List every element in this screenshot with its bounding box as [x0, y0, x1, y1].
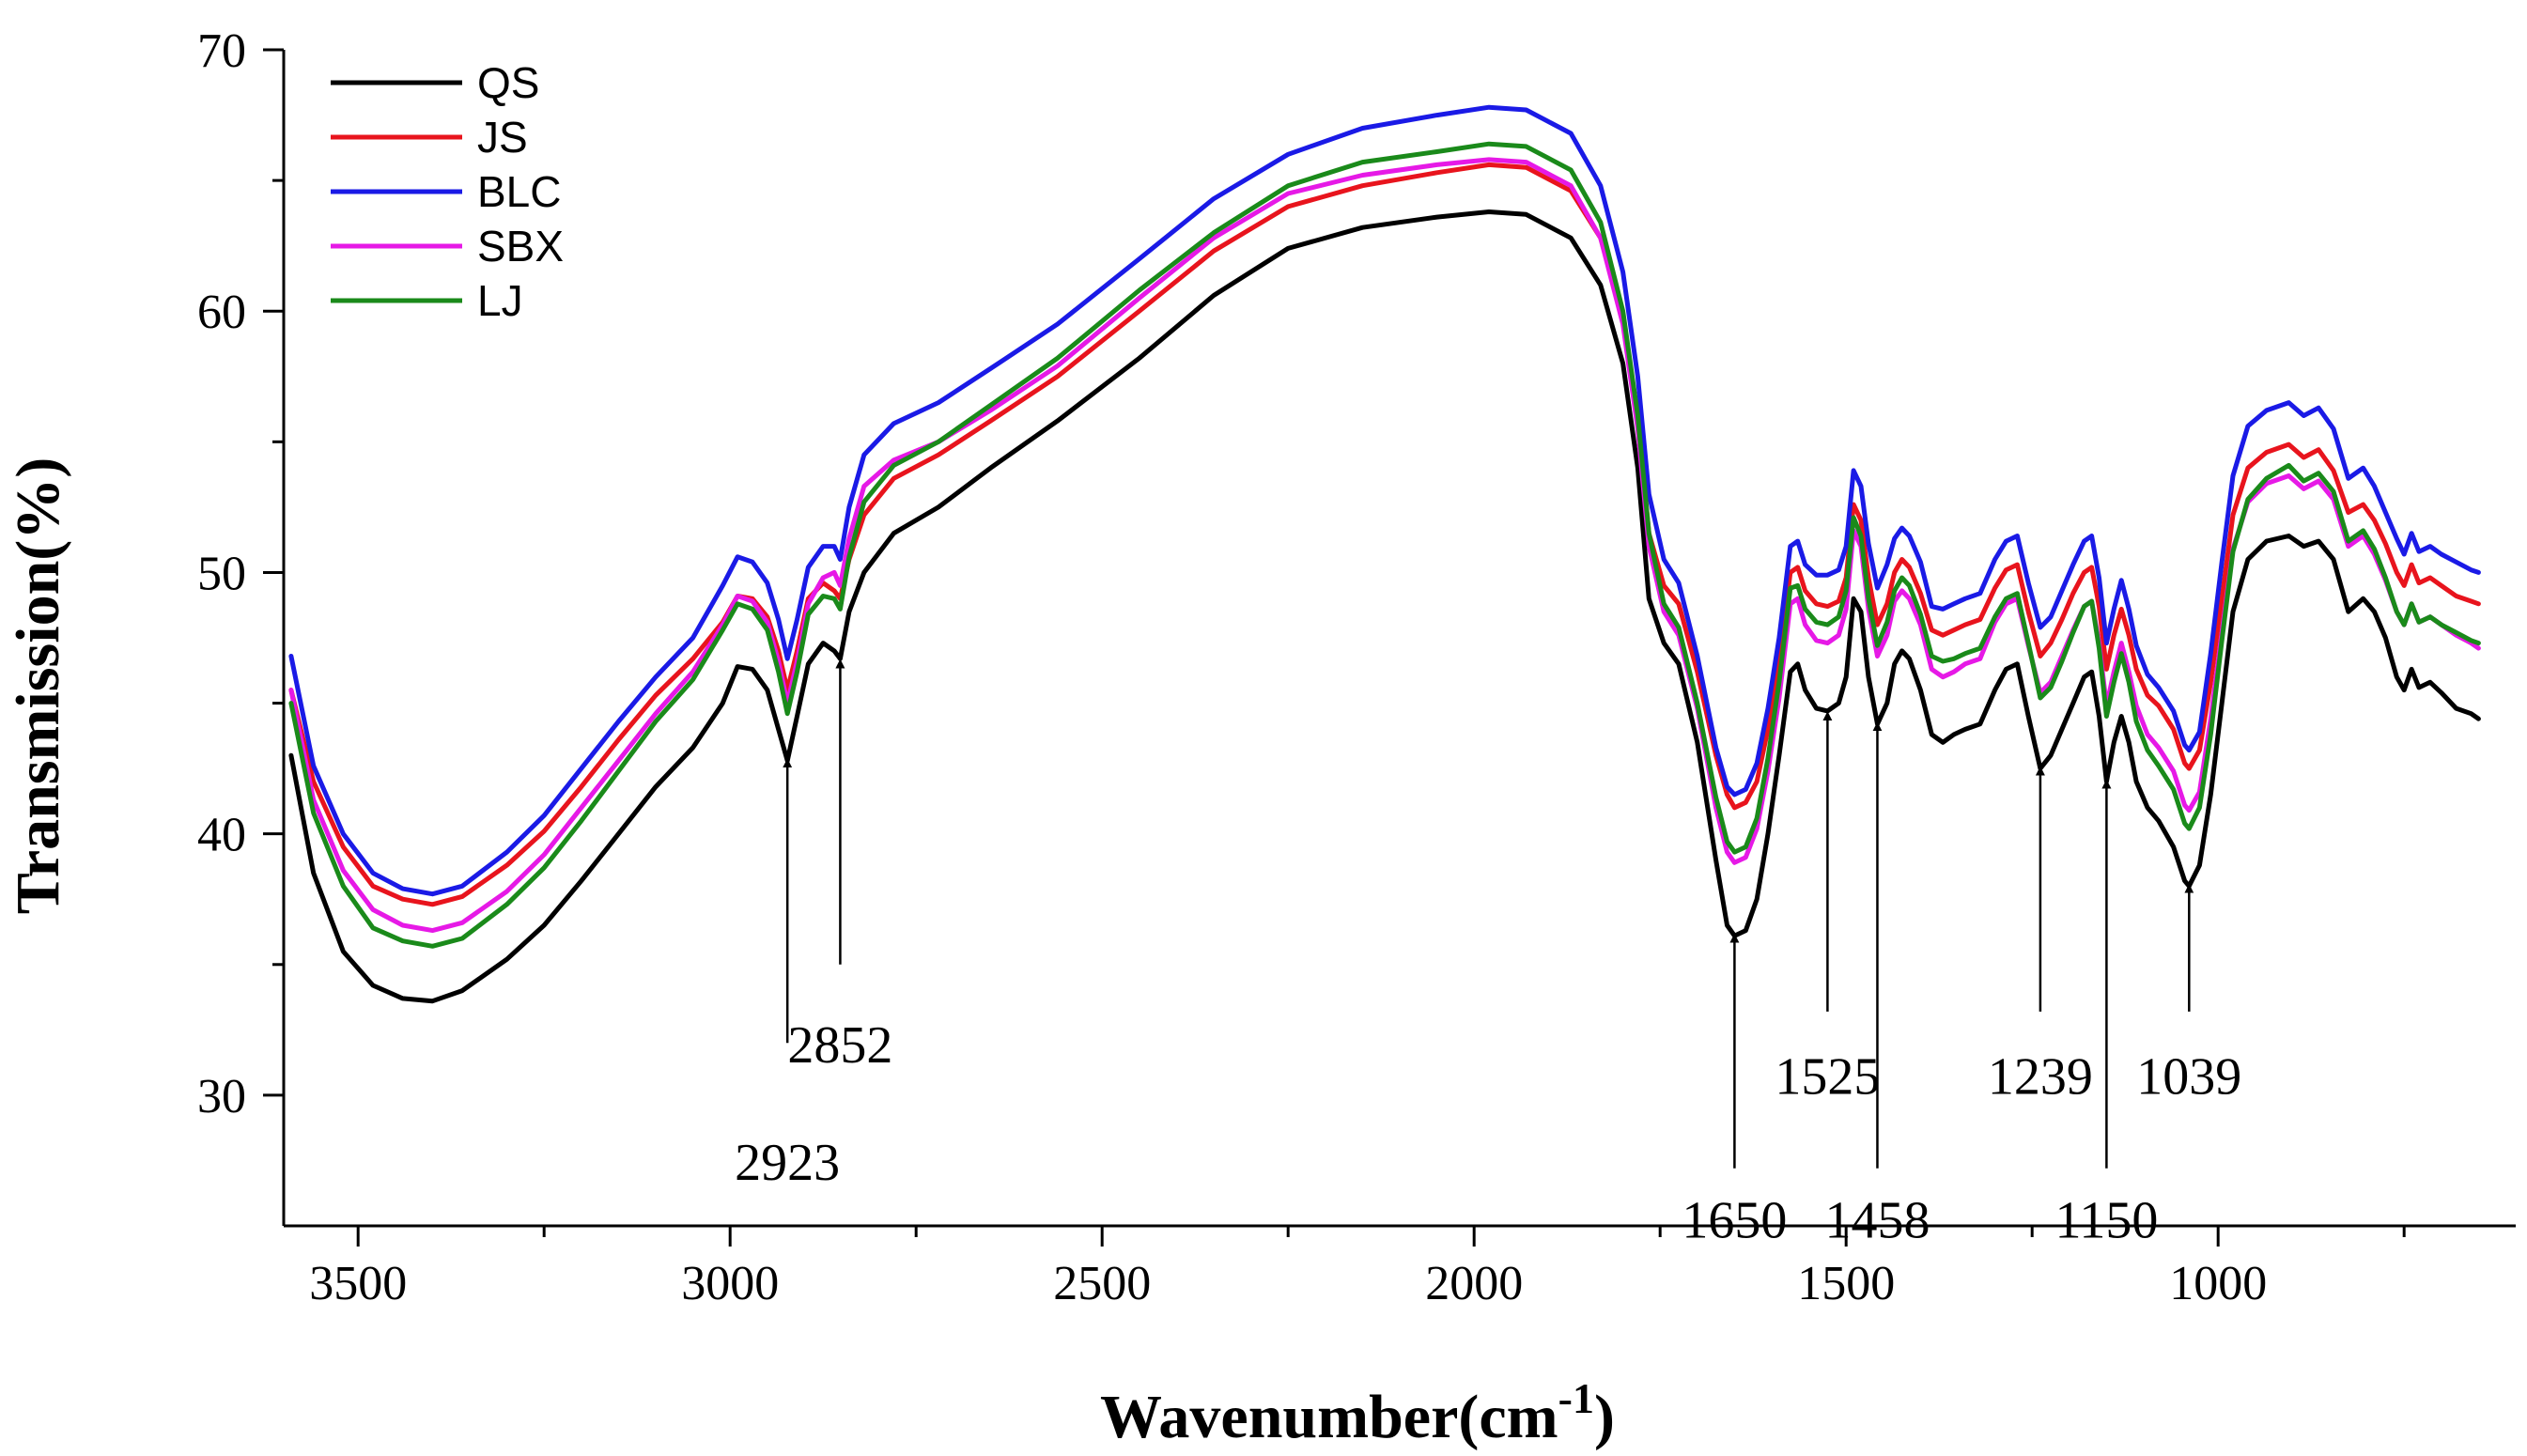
series-line-qs — [288, 209, 2481, 1004]
x-axis-title-main: Wavenumber(cm — [1100, 1383, 1558, 1451]
peak-label-2923: 2923 — [735, 1134, 840, 1192]
peak-label-1239: 1239 — [1988, 1047, 2093, 1106]
y-tick-label: 30 — [197, 1070, 246, 1123]
y-tick-label: 70 — [197, 24, 246, 78]
x-tick-label: 2000 — [1425, 1257, 1523, 1310]
peak-label-1650: 1650 — [1682, 1191, 1787, 1249]
x-tick-label: 3500 — [309, 1257, 407, 1310]
y-axis-title: Transmission(%) — [4, 457, 72, 915]
x-tick-label: 3000 — [681, 1257, 779, 1310]
x-tick-label: 2500 — [1053, 1257, 1151, 1310]
peak-label-1458: 1458 — [1824, 1191, 1930, 1249]
series-group — [288, 104, 2481, 1004]
legend-label-sbx: SBX — [477, 222, 564, 271]
legend-label-qs: QS — [477, 58, 539, 107]
x-tick-label: 1500 — [1797, 1257, 1895, 1310]
legend-label-js: JS — [477, 113, 528, 162]
axis-ticks: 3500 3000 2500 2000 1500 1000 30 40 50 60 70 — [197, 24, 2406, 1310]
peak-label-2852: 2852 — [787, 1016, 892, 1075]
x-axis-title-superscript: -1 — [1558, 1374, 1594, 1422]
peak-label-1150: 1150 — [2054, 1191, 2158, 1249]
x-axis-title-close: ) — [1594, 1383, 1615, 1451]
y-tick-label: 50 — [197, 547, 246, 600]
legend: QS JS BLC SBX LJ — [331, 58, 564, 325]
legend-label-blc: BLC — [477, 167, 561, 216]
legend-label-lj: LJ — [477, 276, 523, 325]
peak-label-1525: 1525 — [1775, 1047, 1880, 1106]
series-line-blc — [288, 104, 2481, 897]
peak-annotations: 2923 2852 1650 1525 1458 1239 1150 1039 — [735, 658, 2241, 1249]
plot-axes — [282, 50, 2516, 1228]
series-line-js — [288, 162, 2481, 907]
series-line-lj — [288, 141, 2481, 949]
y-tick-label: 60 — [197, 286, 246, 339]
series-line-sbx — [288, 157, 2481, 934]
x-tick-label: 1000 — [2169, 1257, 2267, 1310]
x-axis-title: Wavenumber(cm-1) — [1100, 1374, 1615, 1451]
y-tick-label: 40 — [197, 809, 246, 862]
peak-label-1039: 1039 — [2136, 1047, 2241, 1106]
